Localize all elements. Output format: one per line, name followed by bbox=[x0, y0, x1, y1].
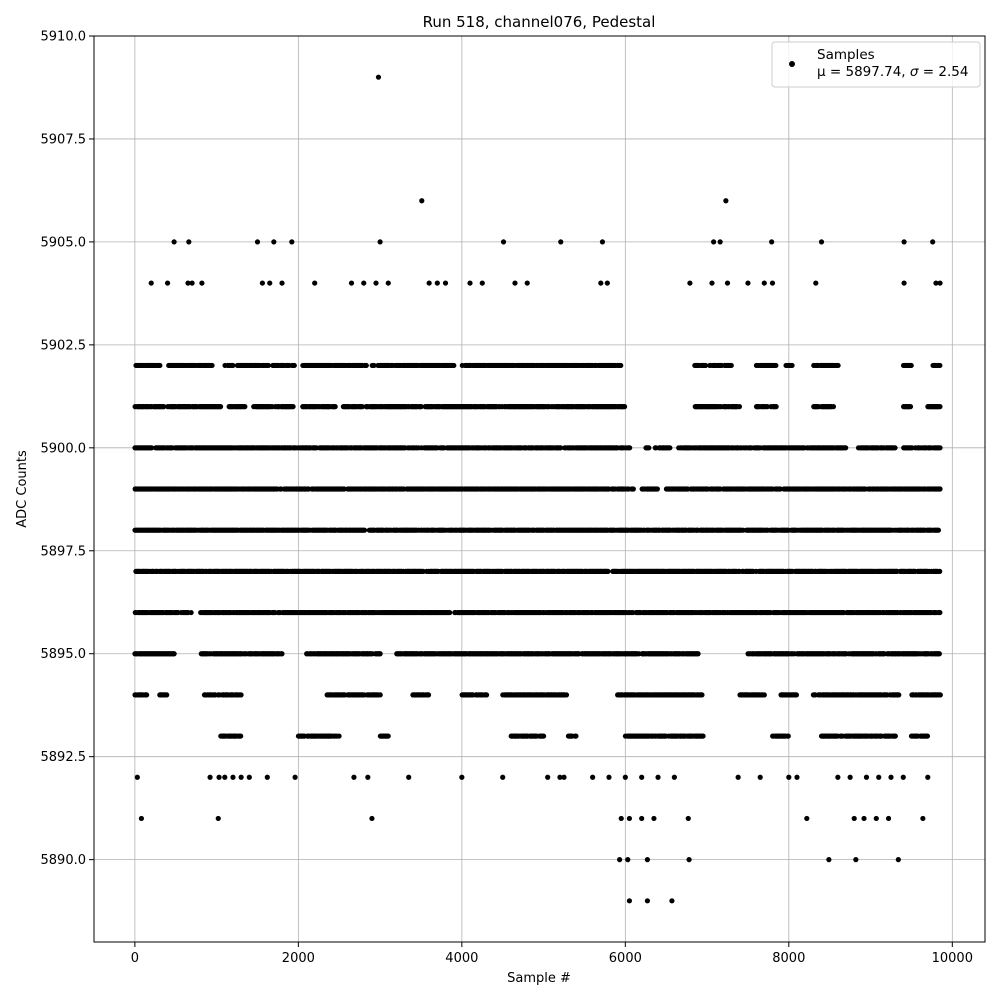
data-point bbox=[332, 404, 338, 410]
data-point bbox=[371, 362, 377, 369]
data-point bbox=[217, 404, 224, 410]
data-point bbox=[618, 362, 624, 369]
data-point bbox=[937, 445, 943, 451]
data-point bbox=[279, 651, 285, 657]
data-point bbox=[736, 404, 743, 410]
data-point bbox=[558, 445, 564, 451]
data-point bbox=[242, 404, 248, 410]
data-point bbox=[654, 486, 660, 492]
chart-title: Run 518, channel076, Pedestal bbox=[423, 13, 656, 31]
data-point bbox=[908, 362, 914, 369]
data-points bbox=[132, 74, 943, 904]
data-point bbox=[265, 362, 272, 369]
data-point bbox=[667, 445, 673, 451]
data-point bbox=[451, 362, 457, 369]
data-point bbox=[363, 362, 369, 369]
data-point bbox=[789, 362, 795, 369]
data-point bbox=[835, 362, 841, 369]
data-point bbox=[359, 404, 365, 410]
data-point bbox=[892, 445, 898, 451]
data-point bbox=[937, 486, 943, 492]
data-point bbox=[188, 609, 194, 616]
data-point bbox=[149, 445, 155, 451]
data-point bbox=[843, 445, 849, 451]
data-point bbox=[361, 527, 368, 533]
data-point bbox=[627, 445, 633, 451]
data-point bbox=[937, 609, 943, 616]
data-point bbox=[291, 362, 297, 369]
data-point bbox=[937, 362, 943, 369]
data-point bbox=[773, 362, 779, 369]
data-point bbox=[290, 404, 296, 410]
data-point bbox=[161, 404, 167, 410]
data-point bbox=[907, 404, 914, 410]
data-point bbox=[935, 527, 942, 533]
data-point bbox=[621, 404, 628, 410]
data-point bbox=[646, 445, 652, 451]
data-point bbox=[418, 404, 424, 410]
data-point bbox=[230, 362, 236, 369]
data-point bbox=[728, 362, 734, 369]
data-point bbox=[703, 362, 709, 369]
data-point bbox=[773, 404, 779, 410]
data-point bbox=[447, 609, 453, 616]
data-point bbox=[341, 486, 347, 492]
data-point bbox=[209, 362, 215, 369]
data-point bbox=[764, 404, 770, 410]
data-point bbox=[630, 486, 636, 492]
data-point bbox=[605, 568, 611, 574]
data-point bbox=[157, 362, 163, 369]
data-point bbox=[377, 651, 383, 657]
data-point bbox=[937, 568, 943, 574]
data-point bbox=[937, 404, 943, 410]
data-point bbox=[171, 651, 177, 657]
data-point bbox=[830, 404, 837, 410]
